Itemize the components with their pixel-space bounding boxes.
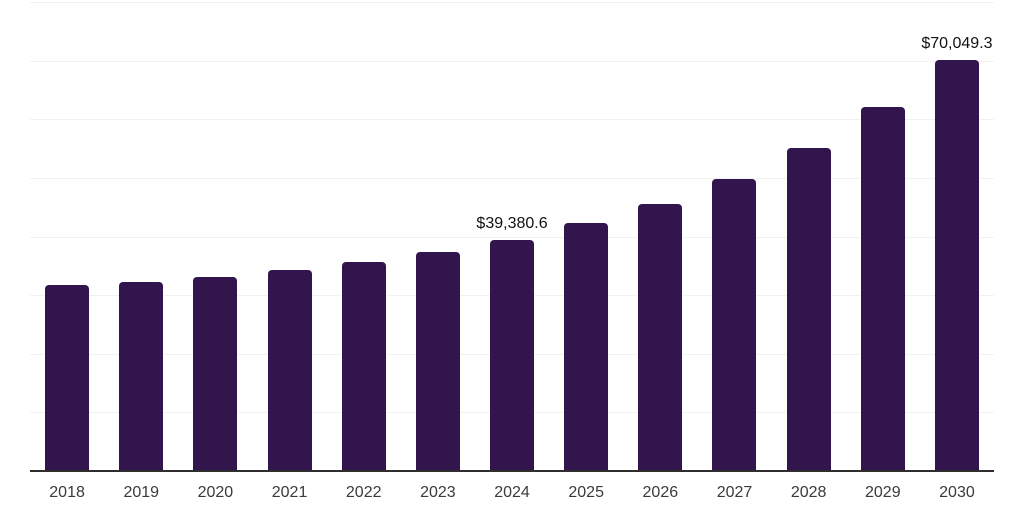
x-tick-2028: 2028 — [790, 484, 827, 501]
x-axis-line — [30, 470, 994, 472]
bar-2024[interactable] — [490, 240, 535, 471]
bars-row: $39,380.6 $70,049.3 — [30, 2, 994, 471]
bar-2023[interactable] — [415, 252, 460, 471]
gridline-50000 — [30, 177, 994, 179]
bar-value-label: $39,380.6 — [476, 215, 548, 232]
bar-column — [327, 2, 401, 471]
bar-2021[interactable] — [267, 270, 312, 471]
bar-2026[interactable] — [638, 204, 683, 471]
bar-2030[interactable] — [934, 60, 979, 471]
bar-2018[interactable] — [45, 285, 90, 471]
gridline-70000 — [30, 60, 994, 62]
bar-column — [401, 2, 475, 471]
bar-column: $70,049.3 — [920, 2, 994, 471]
x-axis-labels: 2018 2019 2020 2021 2022 2023 2024 2025 2026 2027… — [30, 484, 994, 502]
gridline-80000 — [30, 2, 994, 3]
bar-column — [252, 2, 326, 471]
bar-column — [549, 2, 623, 471]
bar-column — [846, 2, 920, 471]
bar-2020[interactable] — [193, 277, 238, 471]
bar-column — [104, 2, 178, 471]
x-tick-2022: 2022 — [345, 484, 382, 501]
bar-2029[interactable] — [860, 107, 905, 471]
bar-2028[interactable] — [786, 148, 831, 471]
x-tick-2029: 2029 — [865, 484, 901, 501]
x-tick-2027: 2027 — [716, 484, 753, 501]
bar-column — [697, 2, 771, 471]
gridline-40000 — [30, 236, 994, 238]
x-tick-2019: 2019 — [123, 484, 160, 501]
x-tick-2018: 2018 — [49, 484, 85, 501]
bar-column — [623, 2, 697, 471]
x-tick-2021: 2021 — [271, 484, 308, 501]
plot-area: $39,380.6 $70,049.3 — [30, 2, 994, 472]
bar-value-label: $70,049.3 — [921, 35, 993, 52]
bar-column — [772, 2, 846, 471]
x-tick-2024: 2024 — [494, 484, 530, 501]
bar-2025[interactable] — [564, 223, 609, 471]
bar-2027[interactable] — [712, 179, 757, 471]
bar-column — [30, 2, 104, 471]
x-tick-2020: 2020 — [197, 484, 234, 501]
bar-column — [178, 2, 252, 471]
x-tick-2026: 2026 — [642, 484, 679, 501]
x-tick-2030: 2030 — [939, 484, 975, 501]
bar-2019[interactable] — [119, 282, 164, 471]
x-tick-2023: 2023 — [420, 484, 456, 501]
bar-2022[interactable] — [341, 262, 386, 471]
x-tick-2025: 2025 — [568, 484, 604, 501]
bar-column: $39,380.6 — [475, 2, 549, 471]
gridline-60000 — [30, 119, 994, 121]
